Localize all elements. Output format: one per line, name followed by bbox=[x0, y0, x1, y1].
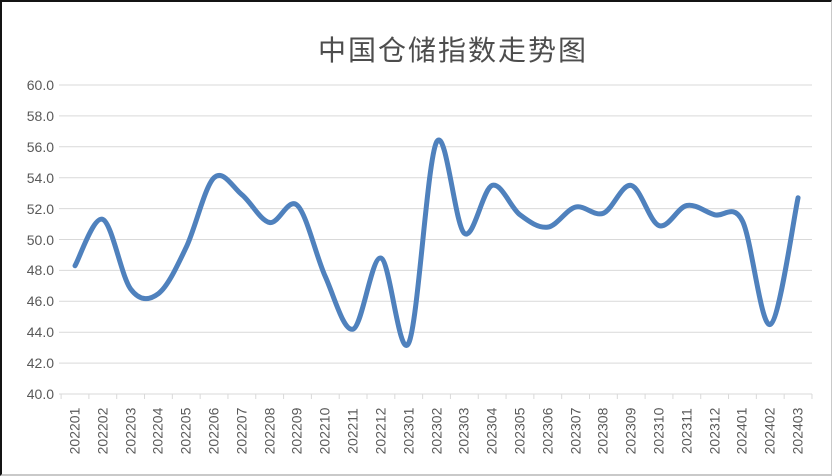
y-tick-label: 44.0 bbox=[26, 324, 54, 341]
x-tick-label-text: 202303 bbox=[455, 407, 472, 455]
x-tick-label-text: 202304 bbox=[483, 407, 500, 455]
x-tick-label-text: 202209 bbox=[288, 407, 305, 455]
x-tick-label-text: 202307 bbox=[567, 407, 584, 455]
x-tick-label-text: 202312 bbox=[706, 407, 723, 455]
y-tick-label: 40.0 bbox=[26, 386, 54, 402]
x-tick-label-text: 202212 bbox=[372, 407, 389, 455]
y-tick-label: 46.0 bbox=[26, 293, 54, 310]
y-tick-label: 58.0 bbox=[26, 107, 54, 124]
x-tick-label-text: 202206 bbox=[205, 407, 222, 455]
index-line-series bbox=[72, 137, 801, 348]
y-tick-label: 50.0 bbox=[26, 231, 54, 248]
x-tick-label-text: 202301 bbox=[400, 407, 417, 455]
x-tick-label-text: 202308 bbox=[594, 407, 611, 455]
x-tick-label-text: 202208 bbox=[261, 407, 278, 455]
x-tick-label-text: 202403 bbox=[789, 407, 806, 455]
x-tick-label-text: 202311 bbox=[678, 408, 695, 454]
chart-title: 中国仓储指数走势图 bbox=[317, 36, 589, 67]
y-tick-label: 42.0 bbox=[26, 355, 54, 372]
x-tick-label-text: 202204 bbox=[149, 407, 166, 455]
y-tick-label: 54.0 bbox=[26, 169, 54, 186]
y-tick-label: 52.0 bbox=[26, 200, 54, 217]
x-tick-label-text: 202401 bbox=[733, 407, 750, 455]
x-tick-label-text: 202305 bbox=[511, 407, 528, 455]
x-tick-label-text: 202201 bbox=[66, 407, 83, 455]
x-tick-label-text: 202309 bbox=[622, 407, 639, 455]
x-tick-label-text: 202202 bbox=[94, 407, 111, 455]
x-tick-label-text: 202207 bbox=[233, 407, 250, 455]
x-tick-label-text: 202302 bbox=[428, 407, 445, 455]
x-tick-label-text: 202306 bbox=[539, 407, 556, 455]
x-tick-label-text: 202310 bbox=[650, 407, 667, 455]
x-tick-label-text: 202402 bbox=[761, 407, 778, 455]
x-tick-label-text: 202210 bbox=[316, 407, 333, 455]
y-tick-label: 60.0 bbox=[26, 77, 54, 93]
y-tick-label: 56.0 bbox=[26, 138, 54, 155]
x-tick-label-text: 202211 bbox=[344, 408, 361, 454]
x-tick-label-text: 202205 bbox=[177, 407, 194, 455]
y-tick-label: 48.0 bbox=[26, 262, 54, 279]
x-tick-label-text: 202203 bbox=[122, 407, 139, 455]
